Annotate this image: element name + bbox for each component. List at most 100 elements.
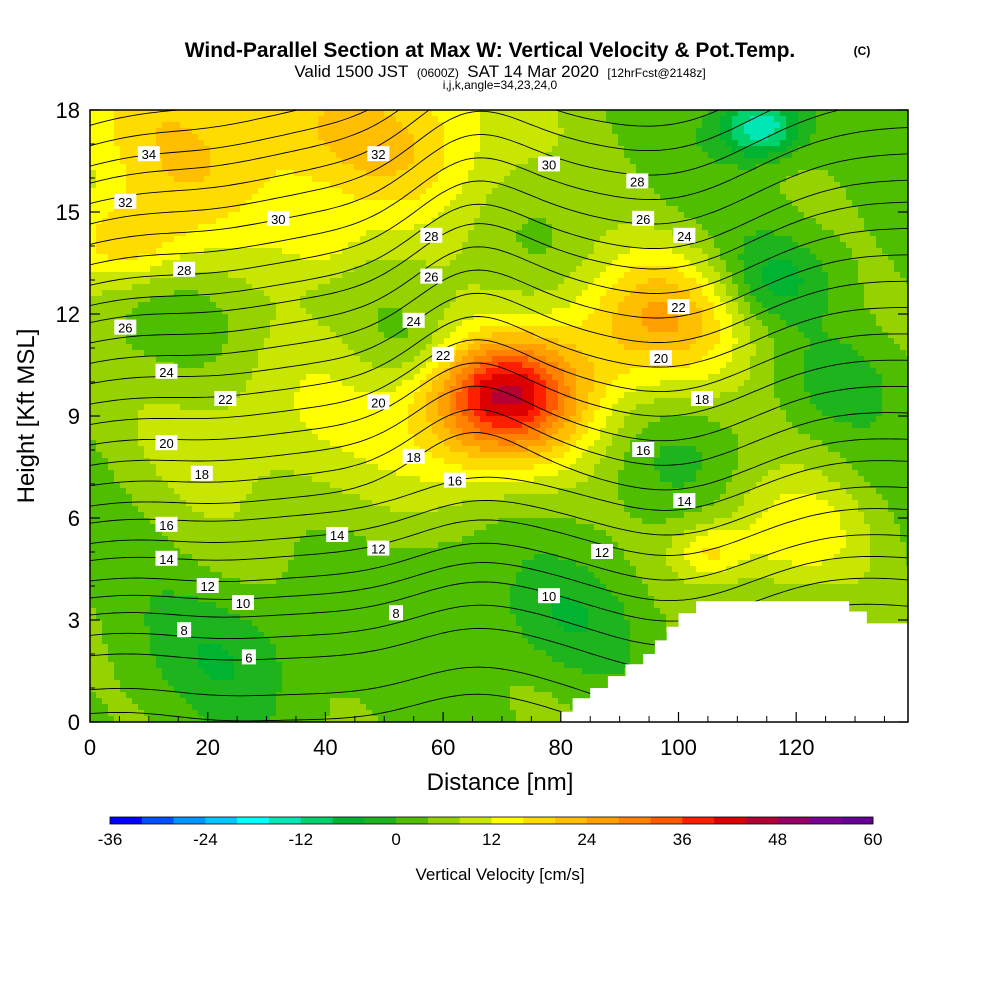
velocity-cell <box>102 278 109 285</box>
velocity-cell <box>582 254 589 261</box>
velocity-cell <box>720 236 727 243</box>
velocity-cell <box>234 212 241 219</box>
velocity-cell <box>318 146 325 153</box>
velocity-cell <box>474 254 481 261</box>
velocity-cell <box>162 164 169 171</box>
velocity-cell <box>156 212 163 219</box>
velocity-cell <box>822 206 829 213</box>
velocity-cell <box>486 260 493 267</box>
velocity-cell <box>612 314 619 321</box>
velocity-cell <box>318 164 325 171</box>
velocity-cell <box>132 308 139 315</box>
velocity-cell <box>174 290 181 297</box>
velocity-cell <box>306 272 313 279</box>
velocity-cell <box>516 290 523 297</box>
velocity-cell <box>324 314 331 321</box>
velocity-cell <box>852 314 859 321</box>
velocity-cell <box>858 188 865 195</box>
velocity-cell <box>864 260 871 267</box>
velocity-cell <box>114 272 121 279</box>
velocity-cell <box>642 164 649 171</box>
velocity-cell <box>228 278 235 285</box>
velocity-cell <box>450 248 457 255</box>
velocity-cell <box>330 206 337 213</box>
velocity-cell <box>720 272 727 279</box>
velocity-cell <box>198 278 205 285</box>
velocity-cell <box>888 266 895 273</box>
velocity-cell <box>684 290 691 297</box>
velocity-cell <box>402 254 409 261</box>
velocity-cell <box>372 200 379 207</box>
velocity-cell <box>138 116 145 123</box>
velocity-cell <box>882 242 889 249</box>
velocity-cell <box>414 188 421 195</box>
velocity-cell <box>696 218 703 225</box>
velocity-cell <box>378 122 385 129</box>
velocity-cell <box>522 284 529 291</box>
velocity-cell <box>552 290 559 297</box>
velocity-cell <box>156 326 163 333</box>
velocity-cell <box>228 236 235 243</box>
velocity-cell <box>486 140 493 147</box>
velocity-cell <box>858 308 865 315</box>
velocity-cell <box>270 302 277 309</box>
velocity-cell <box>516 302 523 309</box>
velocity-cell <box>384 176 391 183</box>
velocity-cell <box>396 230 403 237</box>
velocity-cell <box>888 164 895 171</box>
velocity-cell <box>198 194 205 201</box>
velocity-cell <box>558 188 565 195</box>
velocity-cell <box>510 188 517 195</box>
velocity-cell <box>348 140 355 147</box>
velocity-cell <box>900 248 907 255</box>
velocity-cell <box>360 110 367 117</box>
velocity-cell <box>888 176 895 183</box>
velocity-cell <box>828 290 835 297</box>
velocity-cell <box>216 200 223 207</box>
velocity-cell <box>480 272 487 279</box>
velocity-cell <box>684 242 691 249</box>
velocity-cell <box>210 122 217 129</box>
velocity-cell <box>762 110 769 117</box>
velocity-cell <box>894 218 901 225</box>
velocity-cell <box>234 290 241 297</box>
velocity-cell <box>366 320 373 327</box>
velocity-cell <box>720 182 727 189</box>
velocity-cell <box>756 314 763 321</box>
velocity-cell <box>318 266 325 273</box>
velocity-cell <box>234 122 241 129</box>
velocity-cell <box>96 266 103 273</box>
velocity-cell <box>126 314 133 321</box>
velocity-cell <box>696 194 703 201</box>
velocity-cell <box>774 212 781 219</box>
velocity-cell <box>690 212 697 219</box>
velocity-cell <box>180 302 187 309</box>
velocity-cell <box>126 170 133 177</box>
velocity-cell <box>450 146 457 153</box>
velocity-cell <box>768 248 775 255</box>
velocity-cell <box>894 170 901 177</box>
velocity-cell <box>876 134 883 141</box>
velocity-cell <box>510 158 517 165</box>
velocity-cell <box>144 182 151 189</box>
velocity-cell <box>390 308 397 315</box>
velocity-cell <box>570 218 577 225</box>
velocity-cell <box>642 266 649 273</box>
velocity-cell <box>798 146 805 153</box>
velocity-cell <box>594 152 601 159</box>
velocity-cell <box>396 146 403 153</box>
velocity-cell <box>582 158 589 165</box>
velocity-cell <box>318 110 325 117</box>
velocity-cell <box>654 278 661 285</box>
velocity-cell <box>846 152 853 159</box>
velocity-cell <box>312 116 319 123</box>
velocity-cell <box>432 110 439 117</box>
velocity-cell <box>552 188 559 195</box>
velocity-cell <box>762 302 769 309</box>
velocity-cell <box>894 302 901 309</box>
velocity-cell <box>192 170 199 177</box>
velocity-cell <box>384 140 391 147</box>
velocity-cell <box>756 140 763 147</box>
velocity-cell <box>180 140 187 147</box>
velocity-cell <box>132 236 139 243</box>
